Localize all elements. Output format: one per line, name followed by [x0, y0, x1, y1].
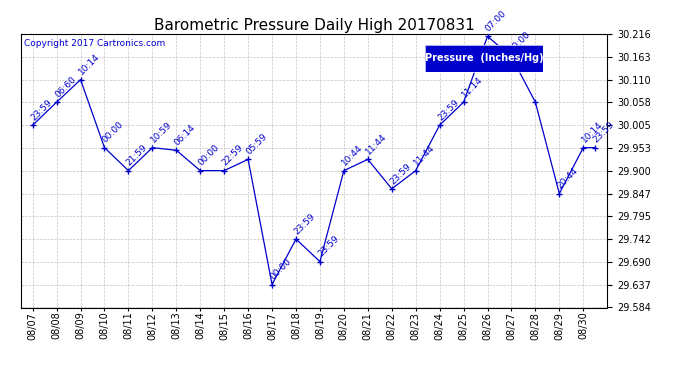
- Text: 23:59: 23:59: [591, 120, 616, 145]
- Text: 00:00: 00:00: [197, 143, 221, 168]
- Text: 00:00: 00:00: [101, 120, 126, 145]
- Text: Copyright 2017 Cartronics.com: Copyright 2017 Cartronics.com: [23, 39, 165, 48]
- Text: 21:59: 21:59: [125, 143, 150, 168]
- Text: 07:00: 07:00: [484, 9, 509, 34]
- Text: 10:44: 10:44: [340, 143, 365, 168]
- Text: 05:59: 05:59: [244, 132, 269, 157]
- Text: 11:14: 11:14: [460, 75, 484, 99]
- Text: 10:14: 10:14: [77, 53, 101, 77]
- Text: 23:59: 23:59: [316, 234, 341, 259]
- Text: 06:14: 06:14: [172, 123, 197, 147]
- Text: 23:59: 23:59: [29, 98, 54, 122]
- Text: 00:00: 00:00: [508, 29, 533, 54]
- Text: 22:59: 22:59: [221, 143, 245, 168]
- Text: 23:59: 23:59: [436, 98, 461, 122]
- Text: 23:59: 23:59: [293, 212, 317, 236]
- Text: 20:44: 20:44: [555, 166, 580, 191]
- Text: 11:44: 11:44: [412, 143, 437, 168]
- Title: Barometric Pressure Daily High 20170831: Barometric Pressure Daily High 20170831: [154, 18, 474, 33]
- Text: 00:00: 00:00: [268, 257, 293, 282]
- Text: 23:59: 23:59: [388, 162, 413, 186]
- Text: 11:44: 11:44: [364, 132, 388, 157]
- Text: 06:60: 06:60: [53, 75, 78, 99]
- Text: 10:59: 10:59: [149, 120, 173, 145]
- Text: 10:14: 10:14: [580, 120, 604, 145]
